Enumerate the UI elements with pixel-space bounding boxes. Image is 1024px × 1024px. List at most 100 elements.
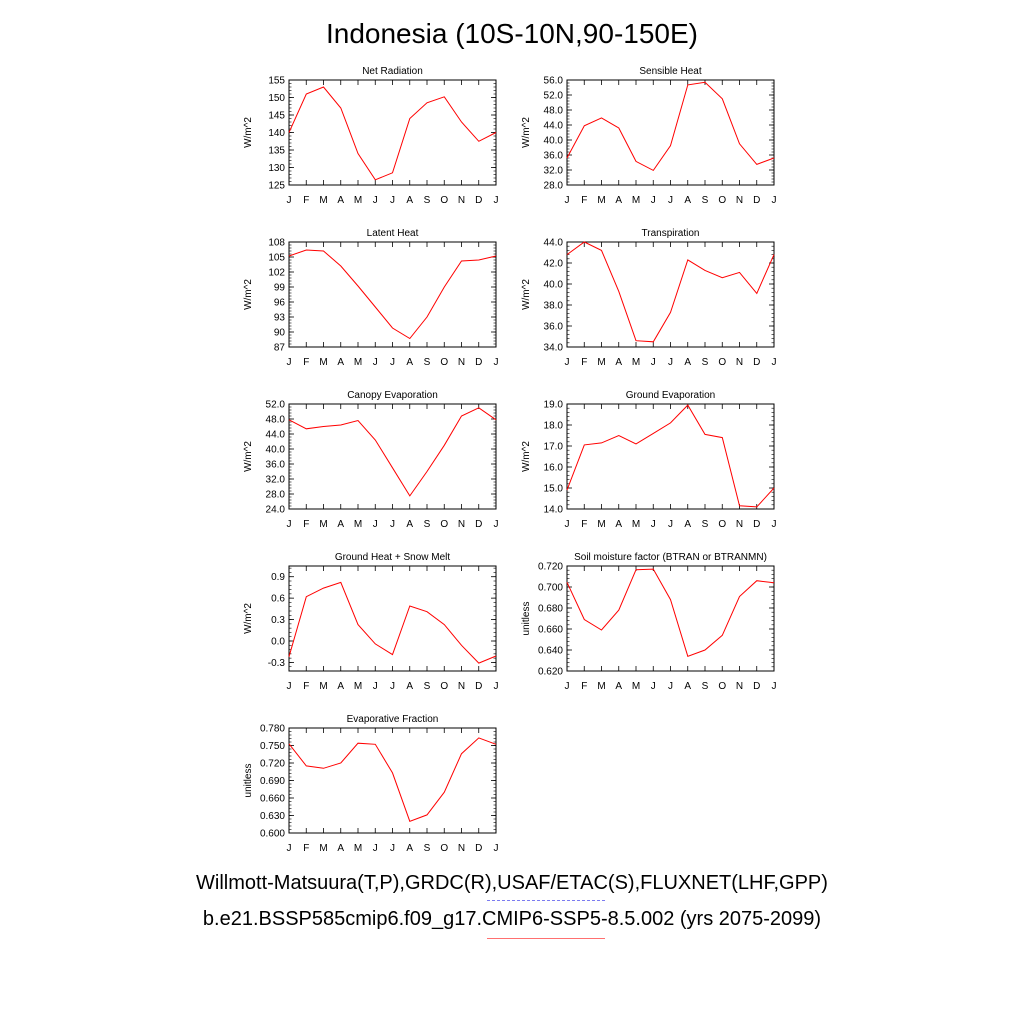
x-tick-label: A — [337, 357, 344, 368]
x-tick-label: J — [565, 681, 570, 692]
panel-title: Sensible Heat — [639, 66, 701, 77]
x-tick-label: N — [458, 195, 465, 206]
x-tick-label: M — [354, 843, 362, 854]
panel-sensible-heat: Sensible Heat 28.0 32.0 36.0 40.0 44.0 48.0 52.… — [521, 66, 777, 206]
y-tick-label: 52.0 — [266, 400, 286, 411]
x-tick-label: F — [303, 357, 309, 368]
x-tick-label: J — [772, 681, 777, 692]
x-tick-label: A — [615, 681, 622, 692]
panel-title: Ground Heat + Snow Melt — [335, 552, 451, 563]
plot-frame — [566, 79, 775, 186]
x-tick-label: O — [440, 681, 448, 692]
x-tick-label: J — [287, 357, 292, 368]
y-tick-label: 56.0 — [544, 76, 564, 87]
x-tick-label: F — [581, 681, 587, 692]
x-tick-label: F — [581, 357, 587, 368]
x-tick-label: A — [615, 195, 622, 206]
series-line-model — [566, 404, 775, 508]
x-tick-label: S — [424, 681, 431, 692]
y-tick-label: 150 — [268, 93, 285, 104]
x-tick-label: A — [337, 681, 344, 692]
y-tick-label: 16.0 — [544, 463, 564, 474]
y-tick-label: 0.680 — [538, 604, 563, 615]
x-tick-label: J — [494, 519, 499, 530]
x-tick-label: J — [373, 843, 378, 854]
x-tick-label: J — [651, 681, 656, 692]
series-line-model — [288, 249, 497, 340]
series-line-model — [566, 241, 775, 343]
x-tick-label: D — [475, 681, 482, 692]
y-axis-label: W/m^2 — [521, 117, 532, 148]
plot-frame — [566, 241, 775, 348]
y-tick-label: 0.6 — [271, 594, 285, 605]
y-tick-label: 28.0 — [266, 490, 286, 501]
y-tick-label: 0.620 — [538, 667, 563, 678]
y-tick-label: 28.0 — [544, 181, 564, 192]
x-tick-label: M — [319, 843, 327, 854]
x-tick-label: J — [565, 195, 570, 206]
y-axis-label: unitless — [521, 602, 532, 636]
y-tick-label: 125 — [268, 181, 285, 192]
y-tick-label: 0.0 — [271, 637, 285, 648]
page-title: Indonesia (10S-10N,90-150E) — [325, 18, 698, 49]
y-tick-label: 48.0 — [544, 106, 564, 117]
x-tick-label: M — [319, 681, 327, 692]
y-tick-label: 130 — [268, 163, 285, 174]
y-tick-label: 140 — [268, 128, 285, 139]
x-tick-label: J — [287, 843, 292, 854]
y-axis-label: W/m^2 — [243, 117, 254, 148]
y-tick-label: 34.0 — [544, 343, 564, 354]
plot-frame — [566, 565, 775, 672]
x-tick-label: J — [668, 519, 673, 530]
x-tick-label: N — [458, 519, 465, 530]
x-tick-label: J — [287, 681, 292, 692]
y-tick-label: 0.3 — [271, 615, 285, 626]
x-tick-label: S — [424, 195, 431, 206]
plot-frame — [288, 565, 497, 672]
x-tick-label: A — [406, 843, 413, 854]
y-axis-label: W/m^2 — [243, 603, 254, 634]
y-tick-label: 48.0 — [266, 415, 286, 426]
x-tick-label: M — [354, 681, 362, 692]
series-line-model — [288, 407, 497, 497]
x-tick-label: J — [390, 195, 395, 206]
x-tick-label: J — [565, 519, 570, 530]
series-line-model — [288, 86, 497, 181]
y-axis-label: W/m^2 — [521, 441, 532, 472]
x-tick-label: S — [702, 357, 709, 368]
x-tick-label: M — [632, 357, 640, 368]
x-tick-label: M — [632, 195, 640, 206]
legend-model-label: b.e21.BSSP585cmip6.f09_g17.CMIP6-SSP5-8.… — [202, 908, 822, 930]
x-tick-label: J — [390, 681, 395, 692]
x-tick-label: M — [597, 519, 605, 530]
panel-title: Canopy Evaporation — [347, 390, 438, 401]
y-tick-label: 0.640 — [538, 646, 563, 657]
plot-frame — [566, 403, 775, 510]
y-tick-label: 0.630 — [260, 811, 285, 822]
y-tick-label: 38.0 — [544, 301, 564, 312]
x-tick-label: J — [651, 357, 656, 368]
y-tick-label: 42.0 — [544, 259, 564, 270]
series-line-model — [566, 568, 775, 657]
x-tick-label: O — [440, 519, 448, 530]
y-tick-label: 0.9 — [271, 572, 285, 583]
x-tick-label: M — [597, 681, 605, 692]
y-tick-label: 0.660 — [260, 794, 285, 805]
x-tick-label: M — [632, 519, 640, 530]
y-tick-label: 99 — [274, 283, 286, 294]
x-tick-label: M — [319, 195, 327, 206]
y-tick-label: 87 — [274, 343, 286, 354]
x-tick-label: J — [651, 519, 656, 530]
series-line-model — [288, 581, 497, 664]
x-tick-label: J — [668, 195, 673, 206]
x-tick-label: M — [354, 195, 362, 206]
y-tick-label: 0.690 — [260, 776, 285, 787]
x-tick-label: S — [702, 681, 709, 692]
x-tick-label: D — [753, 519, 760, 530]
legend-observations-label: Willmott-Matsuura(T,P),GRDC(R),USAF/ETAC… — [196, 872, 828, 894]
y-tick-label: 155 — [268, 76, 285, 87]
y-tick-label: 105 — [268, 253, 285, 264]
x-tick-label: D — [475, 357, 482, 368]
x-tick-label: M — [319, 357, 327, 368]
